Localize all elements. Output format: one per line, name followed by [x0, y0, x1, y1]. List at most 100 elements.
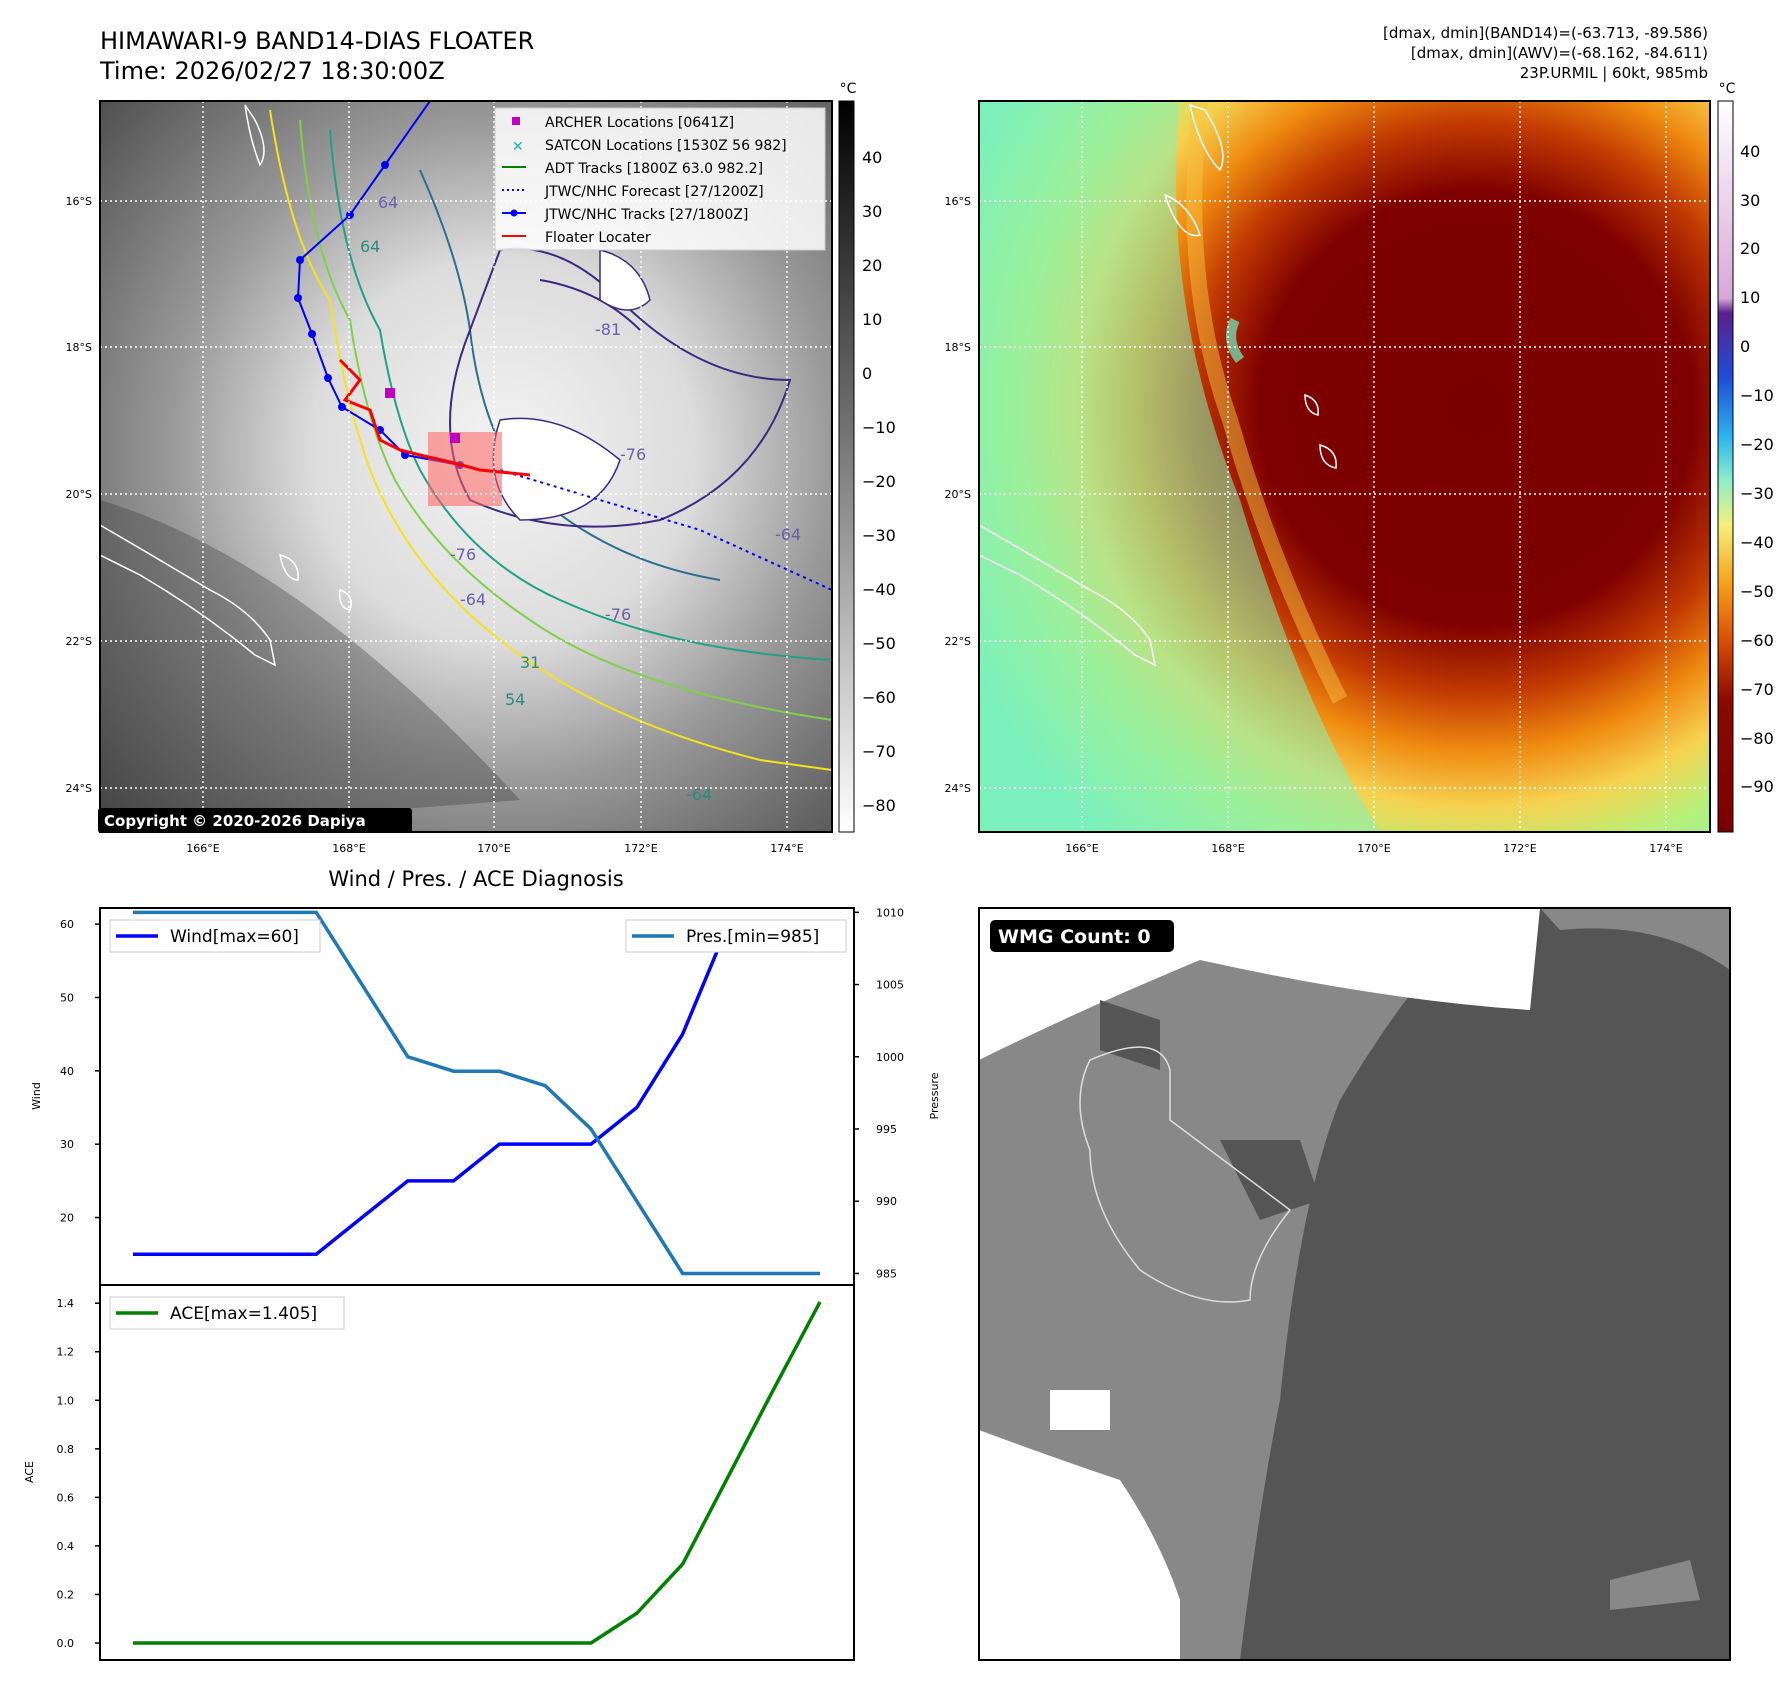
wmg-count: WMG Count: 0	[998, 926, 1151, 948]
svg-text:−90: −90	[1740, 777, 1774, 796]
legend-forecast: JTWC/NHC Forecast [27/1200Z]	[544, 184, 764, 200]
svg-text:30: 30	[1740, 191, 1760, 210]
svg-text:−40: −40	[1740, 533, 1774, 552]
svg-text:−70: −70	[862, 742, 896, 761]
svg-text:20°S: 20°S	[66, 488, 92, 501]
svg-text:10: 10	[1740, 288, 1760, 307]
ace-tick-label: 1.0	[57, 1394, 75, 1407]
svg-text:168°E: 168°E	[332, 842, 365, 855]
right-awv-map	[978, 100, 1711, 833]
svg-text:−80: −80	[862, 796, 896, 815]
right-lon-labels: 166°E 168°E 170°E 172°E 174°E	[1065, 842, 1682, 855]
legend-archer-marker	[512, 117, 520, 125]
wind-tick-label: 60	[60, 918, 74, 931]
copyright: Copyright © 2020-2026 Dapiya	[104, 812, 366, 830]
left-lat-labels: 16°S 18°S 20°S 22°S 24°S	[66, 195, 92, 795]
svg-text:−40: −40	[862, 580, 896, 599]
svg-text:174°E: 174°E	[1649, 842, 1682, 855]
ace-legend-label: ACE[max=1.405]	[170, 1304, 317, 1324]
legend-floater: Floater Locater	[545, 230, 651, 246]
svg-text:166°E: 166°E	[186, 842, 219, 855]
svg-text:174°E: 174°E	[770, 842, 803, 855]
svg-text:20: 20	[1740, 239, 1760, 258]
pressure-axis-label: Pressure	[928, 1072, 941, 1119]
wind-tick-label: 40	[60, 1065, 74, 1078]
contour-label: 31	[520, 653, 540, 672]
ace-tick-label: 0.2	[57, 1588, 75, 1601]
svg-text:10: 10	[862, 310, 882, 329]
wind-pres-chart: 20 30 40 50 60 985 990 995 1000 1005 1010 Wind Pr…	[30, 906, 941, 1286]
wind-series-line	[133, 922, 820, 1256]
chart-time: Time: 2026/02/27 18:30:00Z	[100, 57, 445, 85]
svg-text:°C: °C	[840, 81, 857, 97]
wind-tick-label: 50	[60, 991, 74, 1004]
ace-tick-label: 0.0	[57, 1637, 75, 1650]
wind-axis-label: Wind	[30, 1082, 43, 1110]
legend-tracks: JTWC/NHC Tracks [27/1800Z]	[544, 207, 748, 223]
ace-legend: ACE[max=1.405]	[109, 1296, 345, 1330]
svg-text:−10: −10	[1740, 386, 1774, 405]
right-colorbar: °C 40 30 20 10 0 −10 −20 −30 −40 −50 −60…	[1717, 81, 1774, 833]
ace-tick-label: 0.4	[57, 1540, 75, 1553]
contour-label: 64	[360, 237, 380, 256]
chart-title: HIMAWARI-9 BAND14-DIAS FLOATER	[100, 27, 535, 55]
svg-text:40: 40	[1740, 142, 1760, 161]
pressure-legend: Pres.[min=985]	[625, 919, 847, 953]
ace-chart: 0.0 0.2 0.4 0.6 0.8 1.0 1.2 1.4 ACE ACE[max=1.4…	[23, 1284, 855, 1661]
contour-label: 64	[378, 193, 398, 212]
svg-text:−80: −80	[1740, 729, 1774, 748]
contour-labels: 64 64 31 54 -64 -81 -76 -64 -76 -64 -76	[360, 193, 801, 804]
pressure-legend-label: Pres.[min=985]	[686, 927, 819, 947]
svg-text:0: 0	[862, 364, 872, 383]
legend-archer: ARCHER Locations [0641Z]	[545, 115, 734, 131]
svg-text:172°E: 172°E	[624, 842, 657, 855]
legend-adt: ADT Tracks [1800Z 63.0 982.2]	[545, 161, 763, 177]
svg-text:−50: −50	[1740, 582, 1774, 601]
svg-text:−70: −70	[1740, 680, 1774, 699]
legend-satcon-marker: ✕	[512, 139, 524, 155]
svg-text:16°S: 16°S	[945, 195, 971, 208]
ace-tick-label: 0.8	[57, 1443, 75, 1456]
svg-text:−30: −30	[862, 526, 896, 545]
pressure-tick-label: 1010	[876, 906, 904, 919]
svg-text:172°E: 172°E	[1503, 842, 1536, 855]
contour-label: 54	[505, 690, 525, 709]
wmg-panel: WMG Count: 0	[978, 907, 1731, 1661]
svg-text:24°S: 24°S	[66, 782, 92, 795]
svg-text:168°E: 168°E	[1211, 842, 1244, 855]
wmg-count-box	[990, 920, 1174, 952]
svg-text:18°S: 18°S	[66, 341, 92, 354]
map-legend: ✕ ARCHER Locations [0641Z] SATCON Locati…	[494, 107, 826, 251]
wind-legend: Wind[max=60]	[109, 919, 321, 953]
contour-label: -76	[620, 445, 646, 464]
contour-label: -64	[775, 525, 801, 544]
pressure-tick-label: 995	[876, 1123, 897, 1136]
info-band14: [dmax, dmin](BAND14)=(-63.713, -89.586)	[1383, 24, 1708, 42]
ace-axis-ticks: 0.0 0.2 0.4 0.6 0.8 1.0 1.2 1.4	[57, 1297, 100, 1650]
svg-text:16°S: 16°S	[66, 195, 92, 208]
wind-tick-label: 20	[60, 1212, 74, 1225]
svg-text:30: 30	[862, 202, 882, 221]
ace-tick-label: 0.6	[57, 1491, 75, 1504]
ace-tick-label: 1.4	[57, 1297, 75, 1310]
svg-text:−10: −10	[862, 418, 896, 437]
svg-text:0: 0	[1740, 337, 1750, 356]
svg-text:22°S: 22°S	[66, 635, 92, 648]
pressure-tick-label: 1005	[876, 979, 904, 992]
svg-text:−30: −30	[1740, 484, 1774, 503]
svg-text:−20: −20	[1740, 435, 1774, 454]
svg-text:166°E: 166°E	[1065, 842, 1098, 855]
contour-label: -81	[595, 320, 621, 339]
wind-legend-label: Wind[max=60]	[170, 927, 299, 947]
wind-tick-label: 30	[60, 1138, 74, 1151]
pressure-axis-ticks: 985 990 995 1000 1005 1010	[854, 906, 904, 1280]
pressure-series-line	[133, 910, 820, 1276]
left-lon-labels: 166°E 168°E 170°E 172°E 174°E	[186, 842, 803, 855]
svg-text:40: 40	[862, 148, 882, 167]
right-lat-labels: 16°S 18°S 20°S 22°S 24°S	[945, 195, 971, 795]
pressure-tick-label: 990	[876, 1195, 897, 1208]
svg-text:18°S: 18°S	[945, 341, 971, 354]
svg-text:22°S: 22°S	[945, 635, 971, 648]
wind-axis-ticks: 20 30 40 50 60	[60, 918, 100, 1225]
svg-text:−50: −50	[862, 634, 896, 653]
